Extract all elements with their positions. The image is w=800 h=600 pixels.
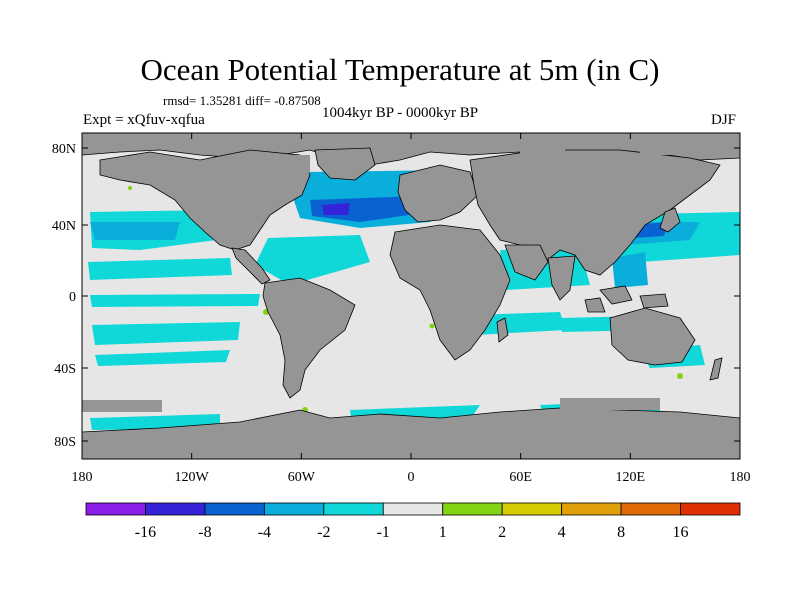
model-land-blocks bbox=[82, 145, 680, 412]
stats-line: rmsd= 1.35281 diff= -0.87508 bbox=[163, 93, 321, 108]
season-label: DJF bbox=[711, 112, 737, 128]
lat-label: 0 bbox=[69, 290, 76, 305]
new-guinea bbox=[639, 293, 669, 309]
anomaly-spot bbox=[677, 373, 683, 379]
colorbar-swatch bbox=[323, 502, 384, 516]
land-block bbox=[640, 145, 680, 155]
colorbar-label: 4 bbox=[558, 524, 566, 541]
anomaly-region-epac bbox=[88, 258, 232, 280]
colorbar bbox=[85, 502, 741, 516]
central-america bbox=[231, 247, 271, 285]
land-block bbox=[520, 145, 565, 157]
colorbar-label: 1 bbox=[439, 524, 447, 541]
lon-label: 60W bbox=[288, 470, 316, 485]
anomaly-region-wpac bbox=[612, 252, 648, 288]
asia bbox=[469, 149, 721, 276]
lon-label: 180 bbox=[730, 470, 751, 485]
colorbar-swatch bbox=[561, 502, 622, 516]
colorbar-label: 8 bbox=[617, 524, 625, 541]
colorbar-label: -8 bbox=[198, 524, 211, 541]
colorbar-label: -4 bbox=[258, 524, 271, 541]
antarctica bbox=[82, 407, 740, 459]
map-title: Ocean Potential Temperature at 5m (in C) bbox=[140, 52, 660, 87]
anomaly-region-atlantic-trop bbox=[255, 235, 370, 285]
lon-label: 180 bbox=[72, 470, 93, 485]
lat-labels: 80N 40N 0 40S 80S bbox=[52, 142, 76, 450]
colorbar-swatch bbox=[204, 502, 265, 516]
arabia bbox=[504, 244, 549, 281]
colorbar-swatch bbox=[263, 502, 325, 516]
africa bbox=[389, 224, 511, 361]
colorbar-label: -1 bbox=[377, 524, 390, 541]
madagascar bbox=[496, 317, 509, 343]
lon-labels: 180 120W 60W 0 60E 120E 180 bbox=[72, 470, 751, 485]
colorbar-labels: -16 -8 -4 -2 -1 1 2 4 8 16 bbox=[135, 524, 689, 541]
colorbar-label: 2 bbox=[498, 524, 506, 541]
land-block bbox=[560, 398, 660, 410]
anomaly-region-spac-1 bbox=[92, 322, 240, 345]
colorbar-swatch bbox=[620, 502, 681, 516]
anomaly-spot bbox=[128, 186, 132, 190]
lon-label: 120W bbox=[175, 470, 210, 485]
colorbar-swatch bbox=[680, 502, 741, 516]
colorbar-label: -2 bbox=[317, 524, 330, 541]
borneo bbox=[599, 285, 633, 305]
anomaly-region-gulfstream-core bbox=[322, 203, 350, 215]
colorbar-swatch bbox=[85, 502, 146, 516]
europe bbox=[397, 164, 479, 223]
lon-label: 120E bbox=[616, 470, 646, 485]
south-america bbox=[262, 277, 356, 399]
land-layer bbox=[82, 133, 740, 459]
new-zealand bbox=[709, 357, 723, 381]
colorbar-swatch bbox=[501, 502, 563, 516]
lat-label: 80N bbox=[52, 142, 76, 157]
colorbar-label: -16 bbox=[135, 524, 156, 541]
japan bbox=[659, 207, 681, 233]
period-label: 1004kyr BP - 0000kyr BP bbox=[322, 105, 479, 121]
colorbar-label: 16 bbox=[673, 524, 689, 541]
lon-label: 0 bbox=[408, 470, 415, 485]
colorbar-swatch bbox=[145, 502, 206, 516]
anomaly-band-neg8-neg16 bbox=[322, 203, 350, 215]
colorbar-swatch bbox=[442, 502, 503, 516]
lat-label: 40S bbox=[54, 362, 76, 377]
anomaly-region-npac-core bbox=[90, 222, 180, 240]
australia bbox=[609, 307, 696, 366]
greenland bbox=[314, 147, 376, 181]
land-block bbox=[285, 155, 310, 173]
india bbox=[547, 255, 576, 301]
map-plot-area bbox=[82, 133, 740, 459]
anomaly-region-spac-2 bbox=[95, 350, 230, 366]
sumatra bbox=[584, 297, 606, 313]
anomaly-region-indian-1 bbox=[470, 312, 566, 335]
colorbar-swatch bbox=[382, 502, 444, 516]
anomaly-region-gulfstream bbox=[310, 196, 430, 222]
experiment-label: Expt = xQfuv-xqfua bbox=[83, 112, 205, 128]
anomaly-region-eq-pac bbox=[90, 294, 260, 307]
lat-label: 80S bbox=[54, 435, 76, 450]
lat-label: 40N bbox=[52, 219, 76, 234]
anomaly-spot bbox=[429, 323, 435, 329]
lon-ticks bbox=[81, 133, 741, 459]
lat-ticks bbox=[82, 147, 740, 442]
lon-label: 60E bbox=[509, 470, 532, 485]
north-america bbox=[99, 149, 311, 251]
land-block bbox=[82, 400, 162, 412]
